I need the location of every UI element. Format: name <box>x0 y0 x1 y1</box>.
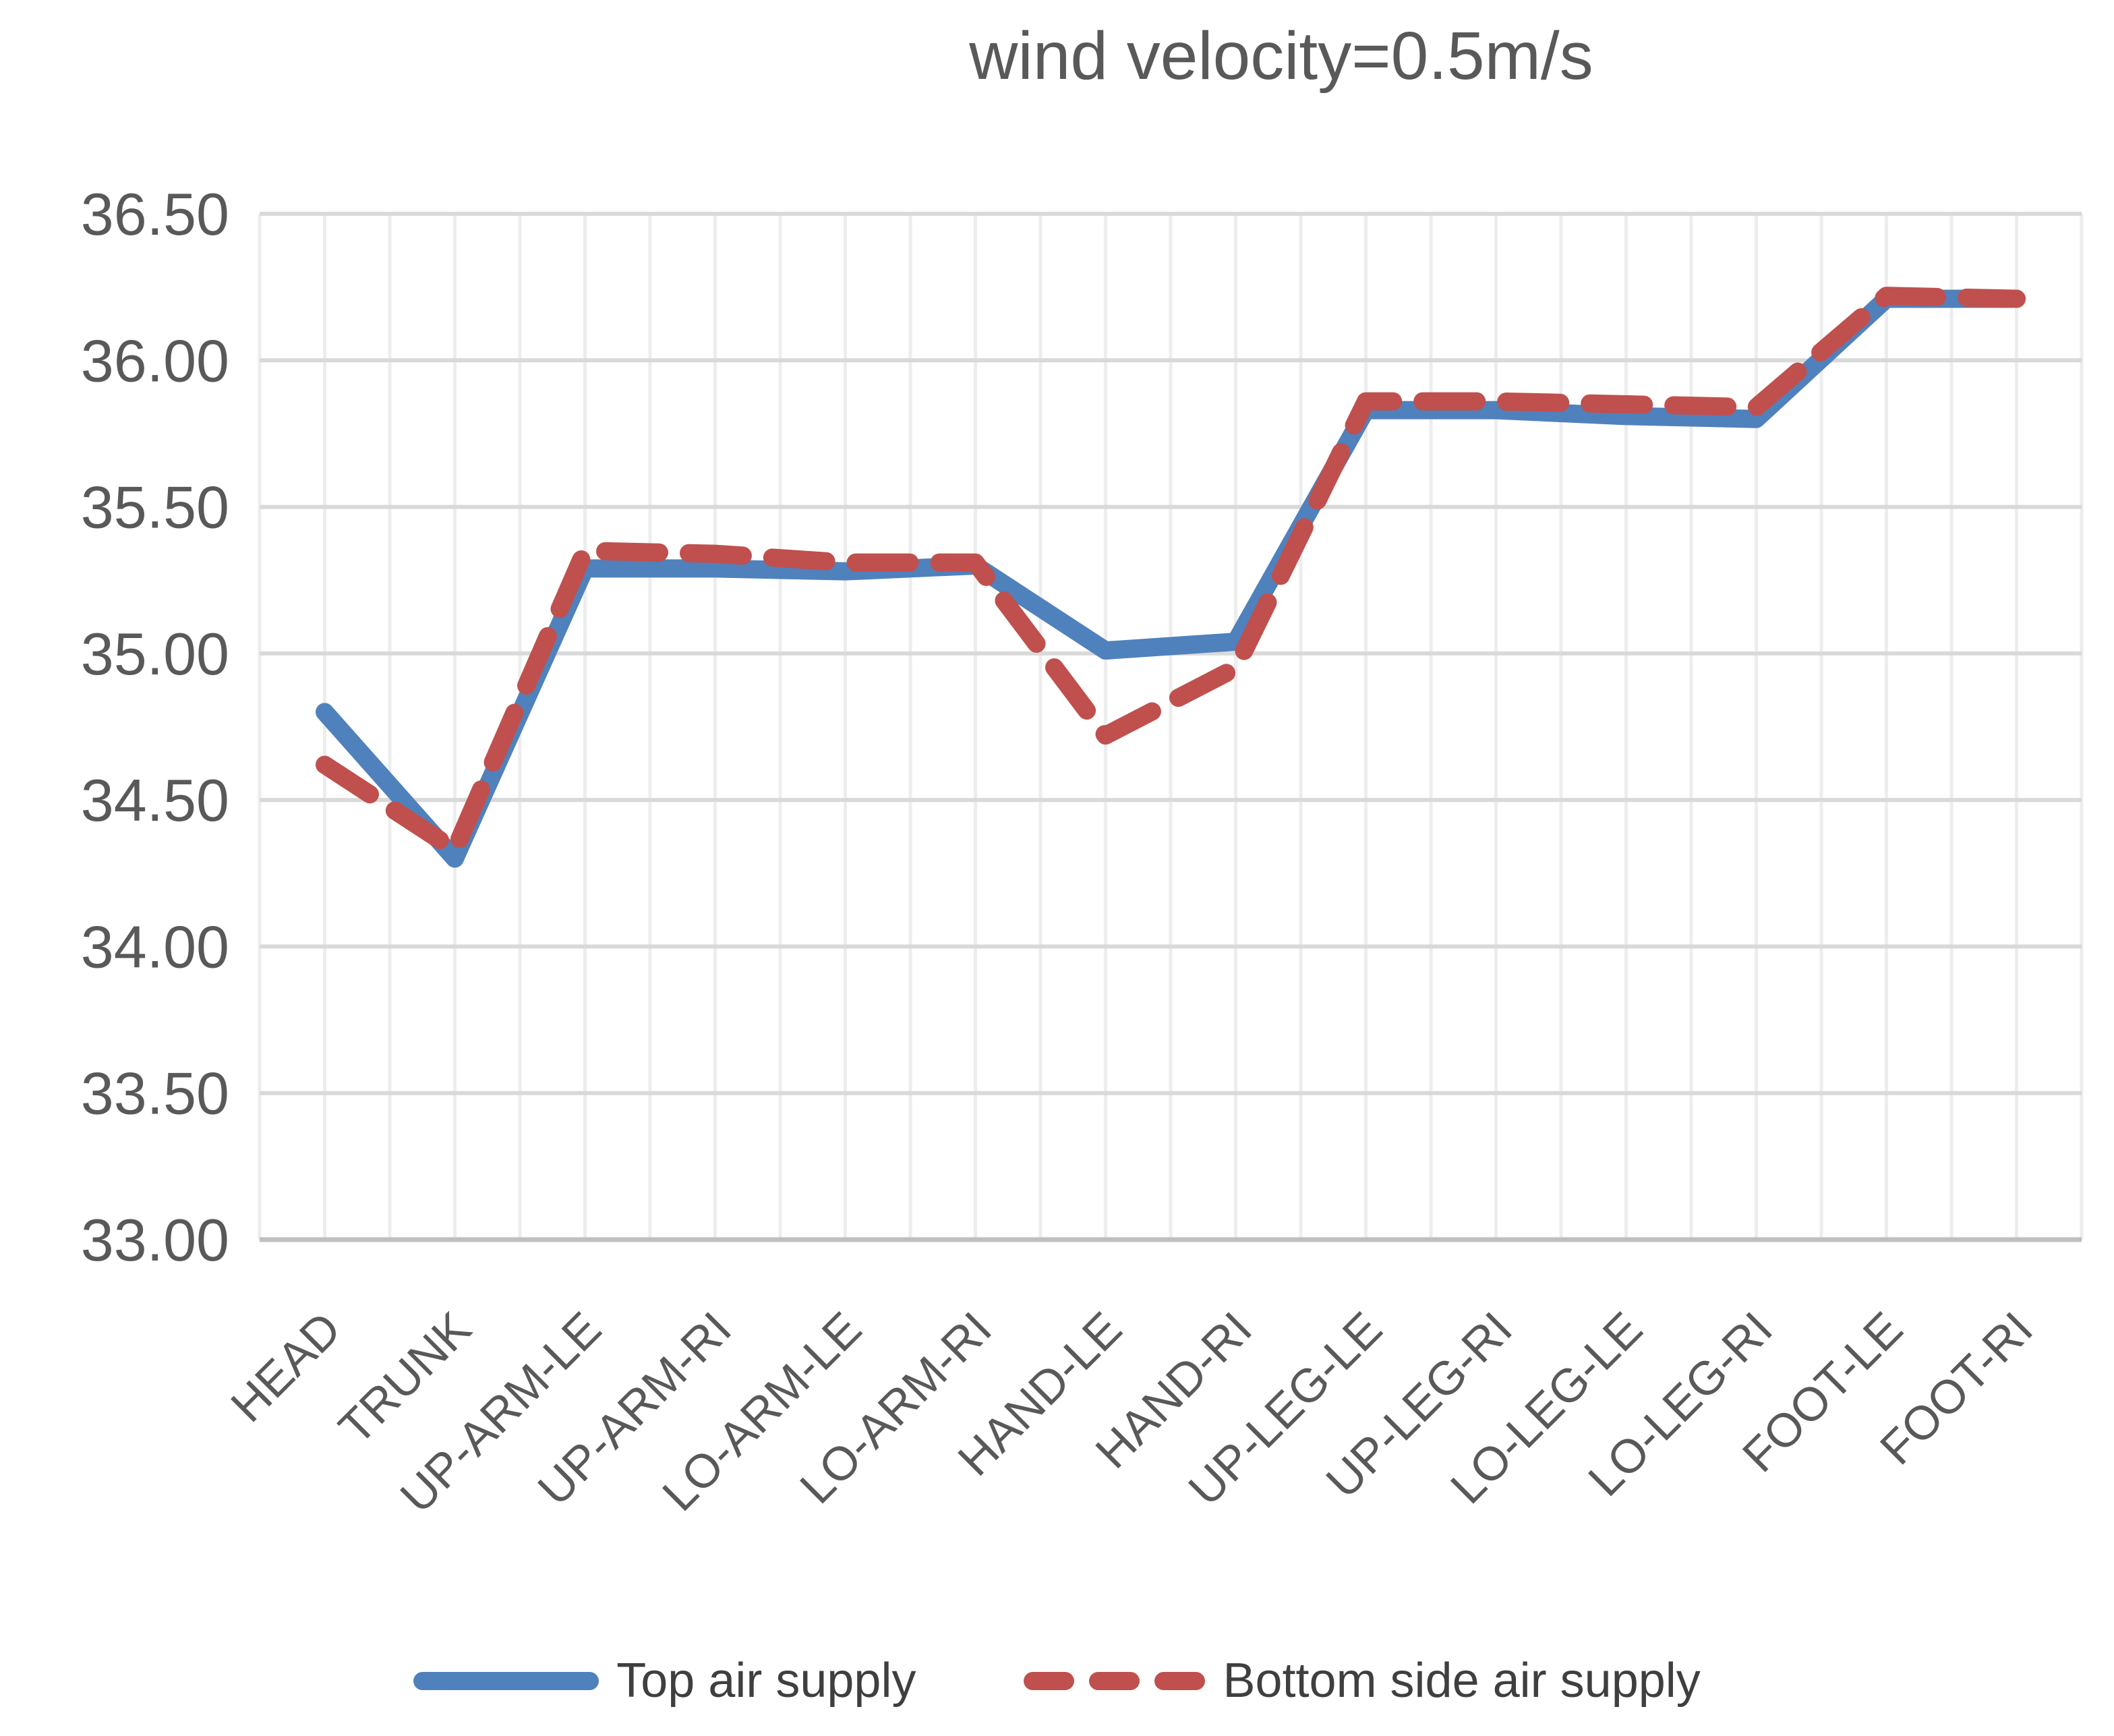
y-tick-label: 34.00 <box>81 913 229 980</box>
y-tick-label: 33.50 <box>81 1060 229 1127</box>
legend-solid-line-swatch <box>413 1671 599 1690</box>
series-line-top-air-supply <box>316 289 2026 868</box>
legend-label-bottom-side-air-supply: Bottom side air supply <box>1223 1654 1701 1708</box>
y-tick-label: 34.50 <box>81 767 229 834</box>
y-tick-label: 35.50 <box>81 474 229 541</box>
y-tick-label: 35.00 <box>81 620 229 687</box>
legend-item-bottom-side-air-supply: Bottom side air supply <box>1024 1653 1701 1708</box>
legend-item-top-air-supply: Top air supply <box>413 1653 916 1708</box>
x-axis-label: HEAD <box>221 1302 351 1432</box>
y-tick-label: 33.00 <box>81 1207 229 1273</box>
legend-dashed-line-swatch <box>1024 1671 1206 1690</box>
y-tick-label: 36.50 <box>81 181 229 248</box>
chart-legend: Top air supply Bottom side air supply <box>0 1627 2114 1735</box>
y-tick-label: 36.00 <box>81 327 229 394</box>
chart-title: wind velocity=0.5m/s <box>969 18 1593 94</box>
series-line-bottom-side-air-supply <box>316 287 2026 859</box>
legend-label-top-air-supply: Top air supply <box>616 1654 916 1708</box>
